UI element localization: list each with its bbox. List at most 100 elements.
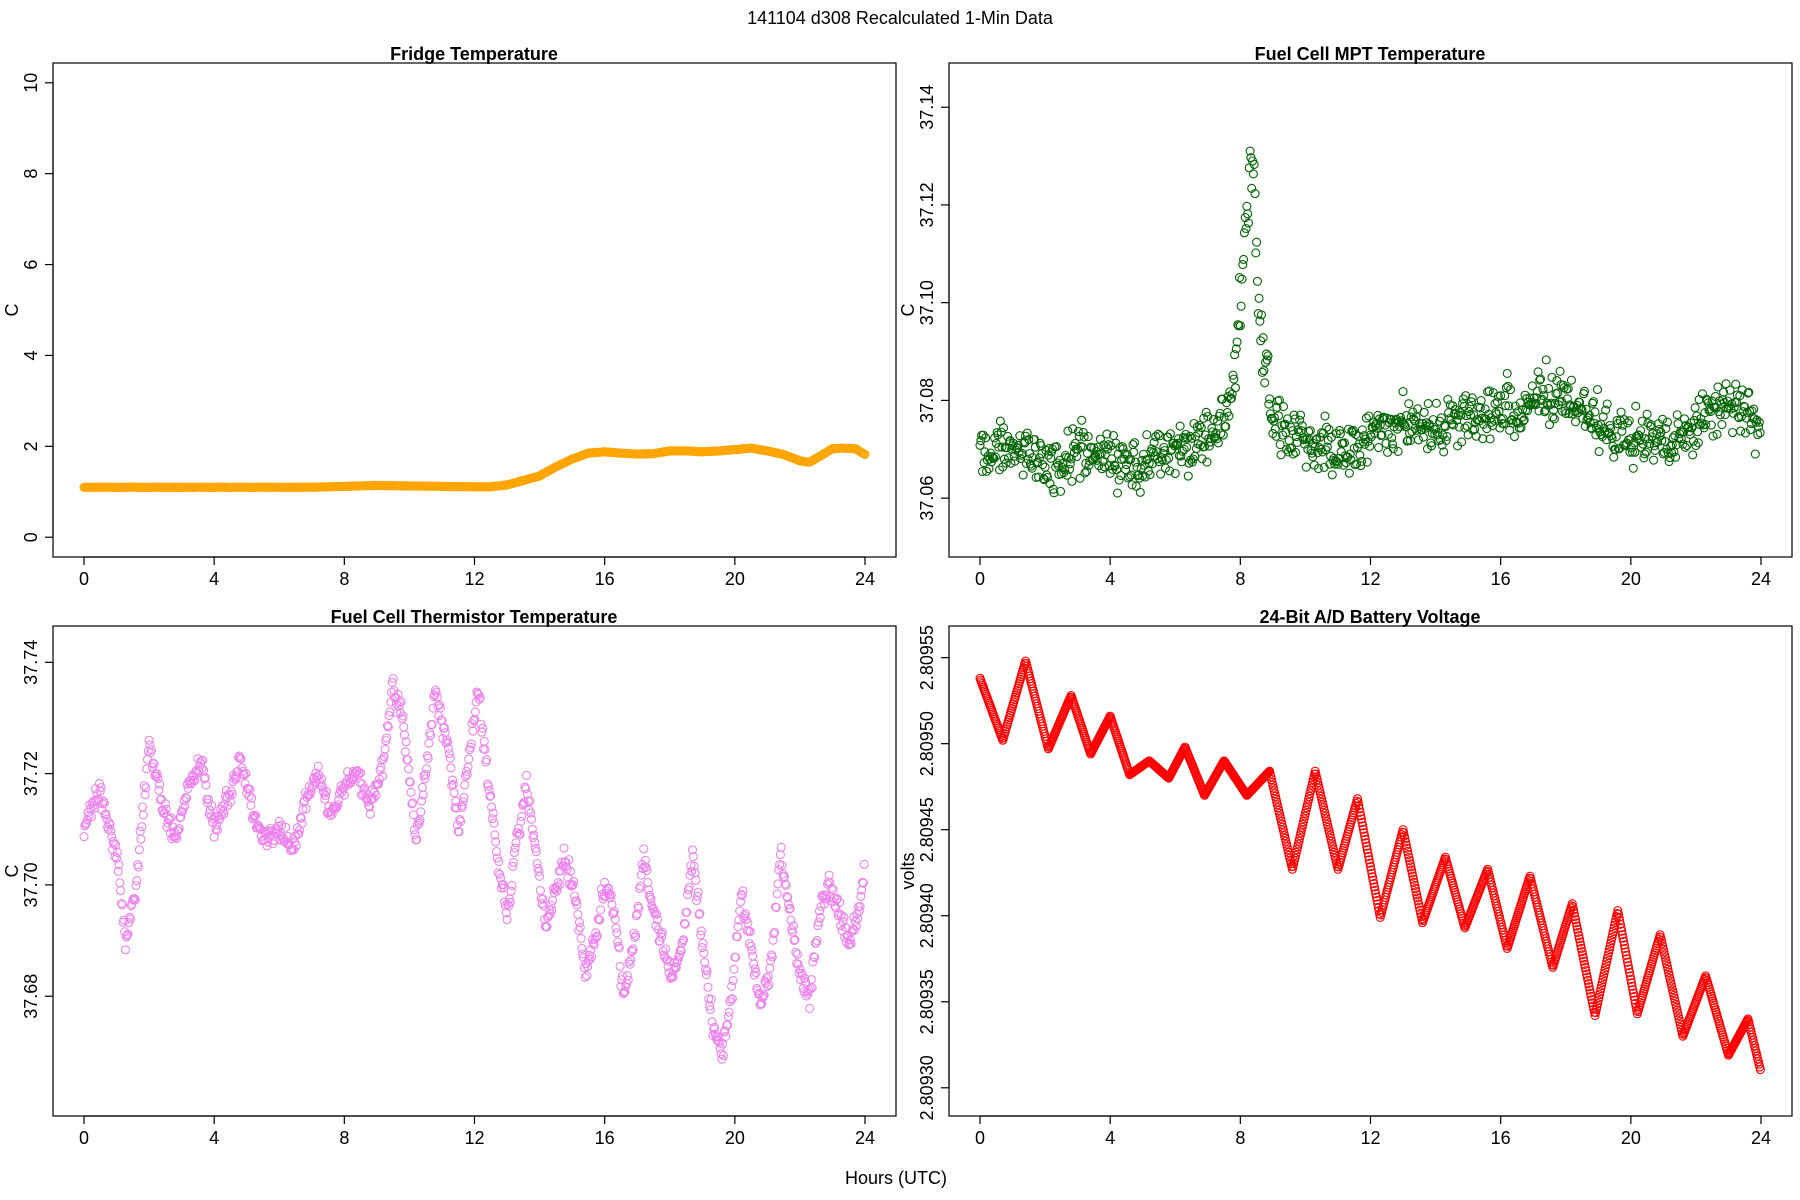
- data-point: [734, 915, 744, 925]
- data-point: [699, 948, 709, 958]
- data-point: [691, 875, 701, 885]
- data-point: [1073, 444, 1083, 454]
- data-point: [119, 915, 129, 925]
- data-point: [1374, 442, 1384, 453]
- data-point: [1729, 403, 1739, 413]
- data-point: [788, 921, 798, 931]
- data-point: [718, 1050, 728, 1061]
- data-point: [987, 452, 997, 462]
- x-tick-label: 12: [1360, 569, 1380, 589]
- data-point: [426, 730, 436, 740]
- data-point: [1254, 293, 1264, 303]
- data-point: [684, 882, 694, 892]
- data-point: [1641, 447, 1651, 457]
- data-point: [1221, 422, 1231, 432]
- data-point: [247, 793, 257, 803]
- data-point: [1295, 410, 1306, 420]
- data-point: [1018, 470, 1028, 480]
- data-point: [1715, 410, 1725, 420]
- data-point: [1482, 424, 1492, 434]
- data-point: [740, 909, 750, 919]
- data-point: [775, 850, 785, 860]
- data-point: [1376, 431, 1386, 441]
- data-point: [1263, 351, 1273, 361]
- data-point: [1228, 370, 1238, 380]
- data-point: [424, 738, 434, 748]
- data-point: [174, 824, 184, 834]
- data-point: [1404, 399, 1414, 409]
- data-point: [394, 701, 404, 711]
- data-point: [626, 955, 636, 965]
- data-point: [1408, 874, 1419, 884]
- data-point: [382, 721, 393, 731]
- data-point: [640, 855, 650, 865]
- data-point: [1657, 436, 1667, 446]
- data-point: [1399, 831, 1409, 841]
- data-point: [805, 984, 816, 994]
- data-point: [1383, 447, 1393, 457]
- data-point: [445, 753, 455, 763]
- data-point: [1363, 848, 1373, 858]
- data-point: [838, 917, 848, 927]
- data-point: [697, 942, 707, 953]
- y-tick-label: 2.80955: [917, 625, 937, 690]
- data-point: [859, 449, 869, 459]
- data-point: [1021, 458, 1031, 469]
- data-point: [360, 788, 371, 798]
- data-point: [564, 855, 574, 865]
- data-point: [1504, 401, 1514, 411]
- data-point: [1649, 455, 1659, 465]
- data-point: [1628, 985, 1638, 995]
- data-point: [805, 1003, 815, 1013]
- data-point: [1362, 457, 1372, 467]
- data-point: [1131, 481, 1141, 491]
- data-point: [584, 950, 594, 960]
- data-point: [1153, 429, 1163, 439]
- data-point: [1578, 953, 1588, 963]
- data-point: [1470, 417, 1480, 427]
- data-point: [1264, 399, 1274, 409]
- x-tick-label: 12: [1360, 1128, 1380, 1148]
- data-point: [1505, 425, 1515, 435]
- data-point: [1671, 440, 1681, 450]
- data-point: [727, 981, 737, 991]
- data-point: [1242, 201, 1252, 211]
- data-point: [303, 790, 314, 800]
- data-point: [398, 711, 408, 721]
- data-point: [1627, 981, 1637, 991]
- data-point: [1313, 463, 1323, 474]
- data-point: [1628, 988, 1638, 998]
- data-point: [1183, 471, 1193, 481]
- data-point: [1630, 447, 1640, 457]
- data-point: [1403, 846, 1413, 856]
- data-point: [466, 739, 476, 749]
- data-point: [1624, 967, 1635, 978]
- data-point: [477, 727, 487, 737]
- x-tick-label: 4: [209, 1128, 219, 1148]
- x-tick-label: 16: [595, 1128, 615, 1148]
- data-point: [789, 935, 799, 946]
- data-point: [1367, 872, 1378, 882]
- data-point: [1541, 355, 1551, 365]
- data-point: [1248, 169, 1258, 179]
- data-point: [148, 758, 158, 768]
- y-tick-label: 6: [21, 260, 41, 270]
- data-point: [764, 980, 774, 990]
- data-point: [1260, 378, 1270, 388]
- data-point: [427, 719, 437, 730]
- data-point: [99, 798, 109, 808]
- data-point: [545, 909, 555, 919]
- data-point: [116, 898, 126, 909]
- data-point: [1258, 333, 1268, 343]
- data-point: [297, 818, 307, 828]
- data-point: [159, 809, 169, 819]
- data-point: [750, 964, 760, 974]
- x-tick-label: 8: [339, 569, 349, 589]
- data-point: [716, 1049, 726, 1059]
- data-point: [591, 932, 602, 942]
- data-point: [1278, 402, 1289, 412]
- data-point: [106, 826, 116, 836]
- data-point: [459, 793, 469, 803]
- data-point: [816, 901, 826, 912]
- y-tick-label: 37.12: [917, 182, 937, 227]
